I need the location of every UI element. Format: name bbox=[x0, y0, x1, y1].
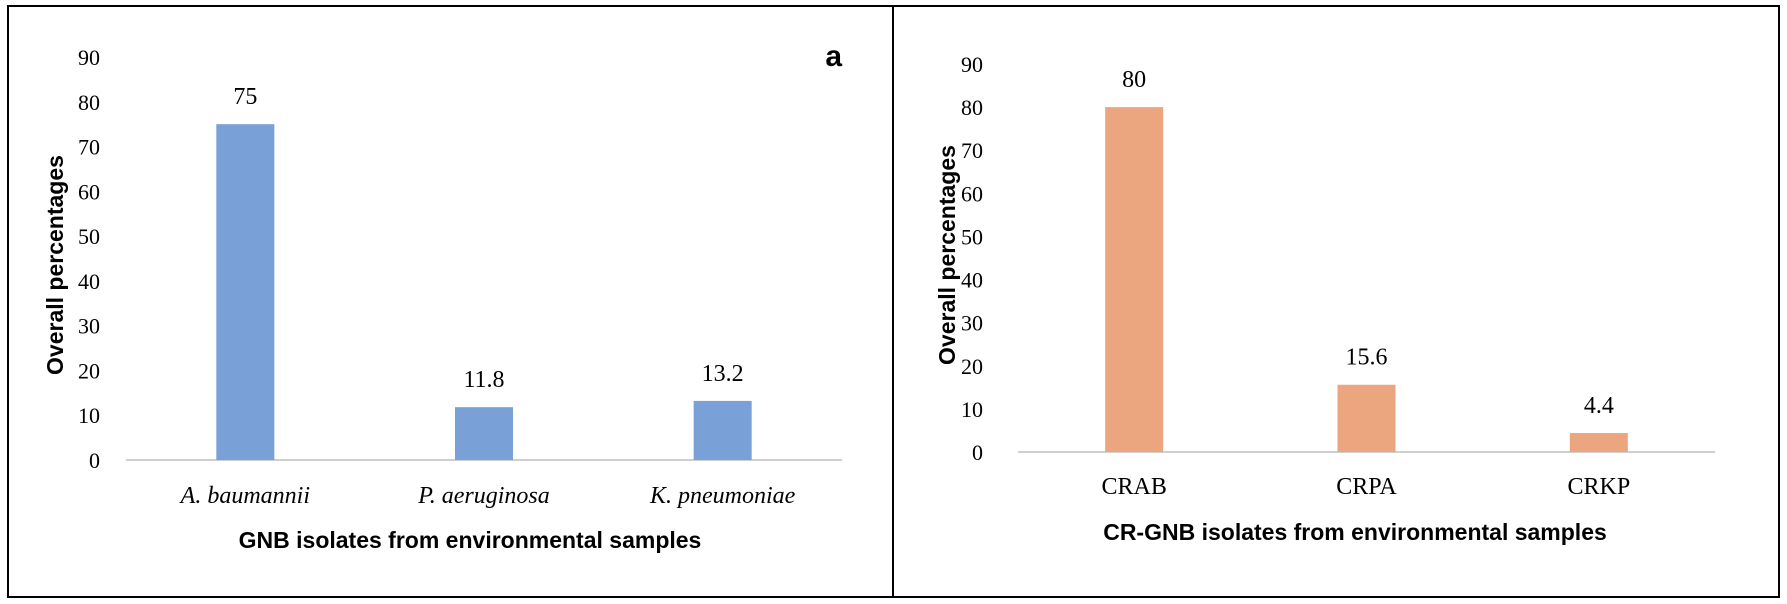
panel-b-category-labels: CRAB CRPA CRKP bbox=[1101, 474, 1630, 500]
panel-b-bar-value-label: 15.6 bbox=[1346, 345, 1388, 371]
panel-a-y-tick-label: 30 bbox=[78, 314, 100, 339]
panel-b-y-tick-label: 30 bbox=[961, 311, 983, 336]
panel-a-category-label: K. pneumoniae bbox=[649, 483, 796, 509]
panel-b-y-tick-label: 90 bbox=[961, 52, 983, 77]
panel-b-y-tick-label: 80 bbox=[961, 95, 983, 120]
panel-a-bar-value-label: 75 bbox=[233, 84, 257, 110]
panel-a-y-tick-label: 60 bbox=[78, 179, 100, 204]
panel-a-y-tick-label: 80 bbox=[78, 90, 100, 115]
panel-a-bar bbox=[455, 407, 513, 460]
panel-b-y-tick-label: 60 bbox=[961, 181, 983, 206]
panel-a-y-tick-label: 50 bbox=[78, 224, 100, 249]
panel-b-category-label: CRKP bbox=[1567, 474, 1630, 500]
panel-a-x-axis-title: GNB isolates from environmental samples bbox=[239, 527, 702, 553]
panel-b-y-tick-label: 10 bbox=[961, 397, 983, 422]
panel-a-y-ticks: 0 10 20 30 40 50 60 70 80 90 bbox=[78, 45, 100, 473]
panel-a-y-tick-label: 0 bbox=[89, 448, 100, 473]
panel-a-bars bbox=[216, 124, 752, 461]
panel-a-value-labels: 75 11.8 13.2 bbox=[233, 84, 743, 393]
panel-b-bar bbox=[1569, 433, 1628, 452]
panel-a-bar-value-label: 11.8 bbox=[463, 367, 504, 393]
panel-a-bar bbox=[216, 124, 275, 461]
panel-b-bar-value-label: 4.4 bbox=[1584, 393, 1614, 419]
panel-b-frame bbox=[892, 5, 1780, 598]
panel-a-y-tick-label: 40 bbox=[78, 269, 100, 294]
panel-a-bar-value-label: 13.2 bbox=[702, 361, 744, 387]
panel-b-bar bbox=[1337, 384, 1396, 452]
panel-b-y-tick-label: 50 bbox=[961, 224, 983, 249]
panel-a-letter: a bbox=[825, 40, 842, 73]
panel-a-y-tick-label: 20 bbox=[78, 358, 100, 383]
panel-b-bars bbox=[1105, 107, 1628, 452]
panel-b-y-tick-label: 0 bbox=[972, 440, 983, 465]
panel-b-category-label: CRPA bbox=[1336, 474, 1397, 500]
panel-b-y-axis-title: Overall percentages bbox=[934, 145, 960, 365]
panel-a-category-label: P. aeruginosa bbox=[417, 483, 550, 509]
panel-a-bar bbox=[693, 400, 752, 460]
panel-a-y-tick-label: 70 bbox=[78, 135, 100, 160]
chart-panel-a: 0 10 20 30 40 50 60 70 80 90 75 11.8 13.2 A. bauman… bbox=[7, 5, 894, 598]
panel-a-y-axis-title: Overall percentages bbox=[42, 155, 68, 375]
panel-b-y-ticks: 0 10 20 30 40 50 60 70 80 90 bbox=[961, 52, 983, 465]
panel-b-category-label: CRAB bbox=[1101, 474, 1166, 500]
panel-a-category-label: A. baumannii bbox=[179, 483, 310, 509]
panel-b-bar-value-label: 80 bbox=[1122, 67, 1146, 93]
panel-b-y-tick-label: 20 bbox=[961, 354, 983, 379]
panel-a-category-labels: A. baumannii P. aeruginosa K. pneumoniae bbox=[179, 483, 796, 509]
panel-b-x-axis-title: CR-GNB isolates from environmental sampl… bbox=[1103, 519, 1607, 545]
panel-a-y-tick-label: 10 bbox=[78, 403, 100, 428]
panel-b-y-tick-label: 40 bbox=[961, 268, 983, 293]
panel-b-y-tick-label: 70 bbox=[961, 138, 983, 163]
panel-b-bar bbox=[1105, 107, 1164, 452]
panel-b-value-labels: 80 15.6 4.4 bbox=[1122, 67, 1614, 419]
panel-a-y-tick-label: 90 bbox=[78, 45, 100, 70]
